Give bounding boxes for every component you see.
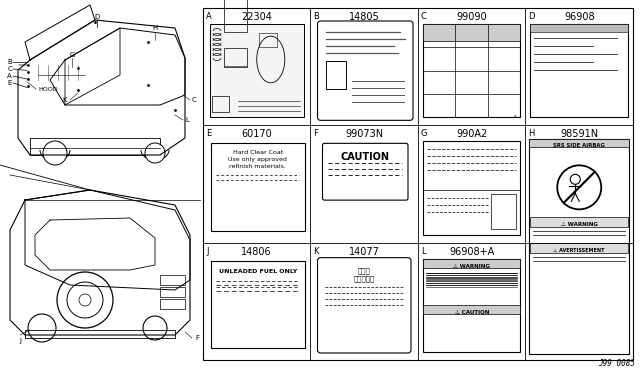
- Text: L: L: [421, 247, 426, 256]
- Text: ⚠ CAUTION: ⚠ CAUTION: [454, 310, 489, 315]
- Text: A: A: [7, 73, 12, 79]
- Text: K: K: [314, 247, 319, 256]
- Bar: [210, 24, 303, 117]
- Bar: [30, 138, 160, 155]
- Circle shape: [28, 314, 56, 342]
- Bar: [531, 217, 628, 227]
- Text: 96908: 96908: [564, 12, 595, 22]
- Text: E: E: [206, 129, 211, 138]
- Bar: [492, 194, 516, 229]
- Text: 警告！: 警告！: [358, 268, 371, 274]
- Text: D: D: [94, 14, 100, 20]
- Bar: [531, 24, 628, 32]
- Bar: [160, 275, 185, 285]
- Bar: [531, 24, 628, 117]
- Bar: [326, 61, 346, 89]
- Bar: [423, 24, 520, 117]
- Text: 14805: 14805: [349, 12, 380, 22]
- Text: K: K: [63, 97, 67, 103]
- Text: 98591N: 98591N: [560, 129, 598, 140]
- Text: Hard Clear Coat: Hard Clear Coat: [232, 150, 283, 155]
- Bar: [423, 259, 520, 268]
- Text: Use only approved: Use only approved: [228, 157, 287, 162]
- Text: *: *: [514, 114, 516, 119]
- Text: H: H: [529, 129, 535, 138]
- Text: F: F: [195, 335, 199, 341]
- Text: J: J: [19, 338, 21, 344]
- Bar: [423, 259, 520, 352]
- Bar: [529, 140, 629, 147]
- Text: J99 0085: J99 0085: [598, 359, 635, 368]
- Text: C: C: [7, 66, 12, 72]
- Text: UNLEADED FUEL ONLY: UNLEADED FUEL ONLY: [219, 269, 297, 274]
- Circle shape: [57, 272, 113, 328]
- Bar: [423, 24, 520, 41]
- Bar: [224, 0, 248, 32]
- Text: H: H: [152, 25, 157, 31]
- Text: ⚠ AVERTISSEMENT: ⚠ AVERTISSEMENT: [554, 248, 605, 253]
- Text: refinish materials.: refinish materials.: [229, 164, 286, 169]
- Text: 990A2: 990A2: [456, 129, 488, 140]
- Circle shape: [43, 141, 67, 165]
- Text: A: A: [206, 12, 212, 21]
- Bar: [25, 330, 175, 338]
- Bar: [203, 8, 633, 360]
- Text: 14077: 14077: [349, 247, 380, 257]
- Text: G: G: [421, 129, 428, 138]
- Bar: [212, 96, 229, 112]
- Text: 60170: 60170: [241, 129, 272, 140]
- Text: 14806: 14806: [241, 247, 272, 257]
- Text: G: G: [69, 52, 75, 58]
- Bar: [211, 261, 305, 348]
- Text: L: L: [185, 117, 189, 123]
- Bar: [211, 143, 305, 231]
- Text: ⚠ WARNING: ⚠ WARNING: [453, 264, 490, 269]
- Text: 99090: 99090: [456, 12, 487, 22]
- Bar: [160, 299, 185, 309]
- Text: 99073N: 99073N: [345, 129, 383, 140]
- Text: C: C: [192, 97, 196, 103]
- Bar: [423, 141, 520, 235]
- Text: E: E: [8, 80, 12, 86]
- Bar: [531, 243, 628, 253]
- Bar: [160, 287, 185, 297]
- Bar: [224, 48, 248, 67]
- Circle shape: [143, 316, 167, 340]
- Text: C: C: [421, 12, 427, 21]
- Text: F: F: [314, 129, 318, 138]
- Text: ⚠ WARNING: ⚠ WARNING: [561, 222, 598, 227]
- Text: J: J: [206, 247, 209, 256]
- Bar: [259, 33, 277, 47]
- Text: 22304: 22304: [241, 12, 272, 22]
- Text: CAUTION: CAUTION: [340, 152, 390, 162]
- Text: D: D: [529, 12, 535, 21]
- Text: HOOD: HOOD: [38, 87, 58, 92]
- Bar: [529, 140, 629, 354]
- Text: SRS SIDE AIRBAG: SRS SIDE AIRBAG: [554, 143, 605, 148]
- Bar: [423, 305, 520, 314]
- Text: あけるな。: あけるな。: [354, 276, 375, 282]
- Circle shape: [145, 143, 165, 163]
- Text: 96908+A: 96908+A: [449, 247, 494, 257]
- Text: B: B: [314, 12, 319, 21]
- Text: B: B: [7, 59, 12, 65]
